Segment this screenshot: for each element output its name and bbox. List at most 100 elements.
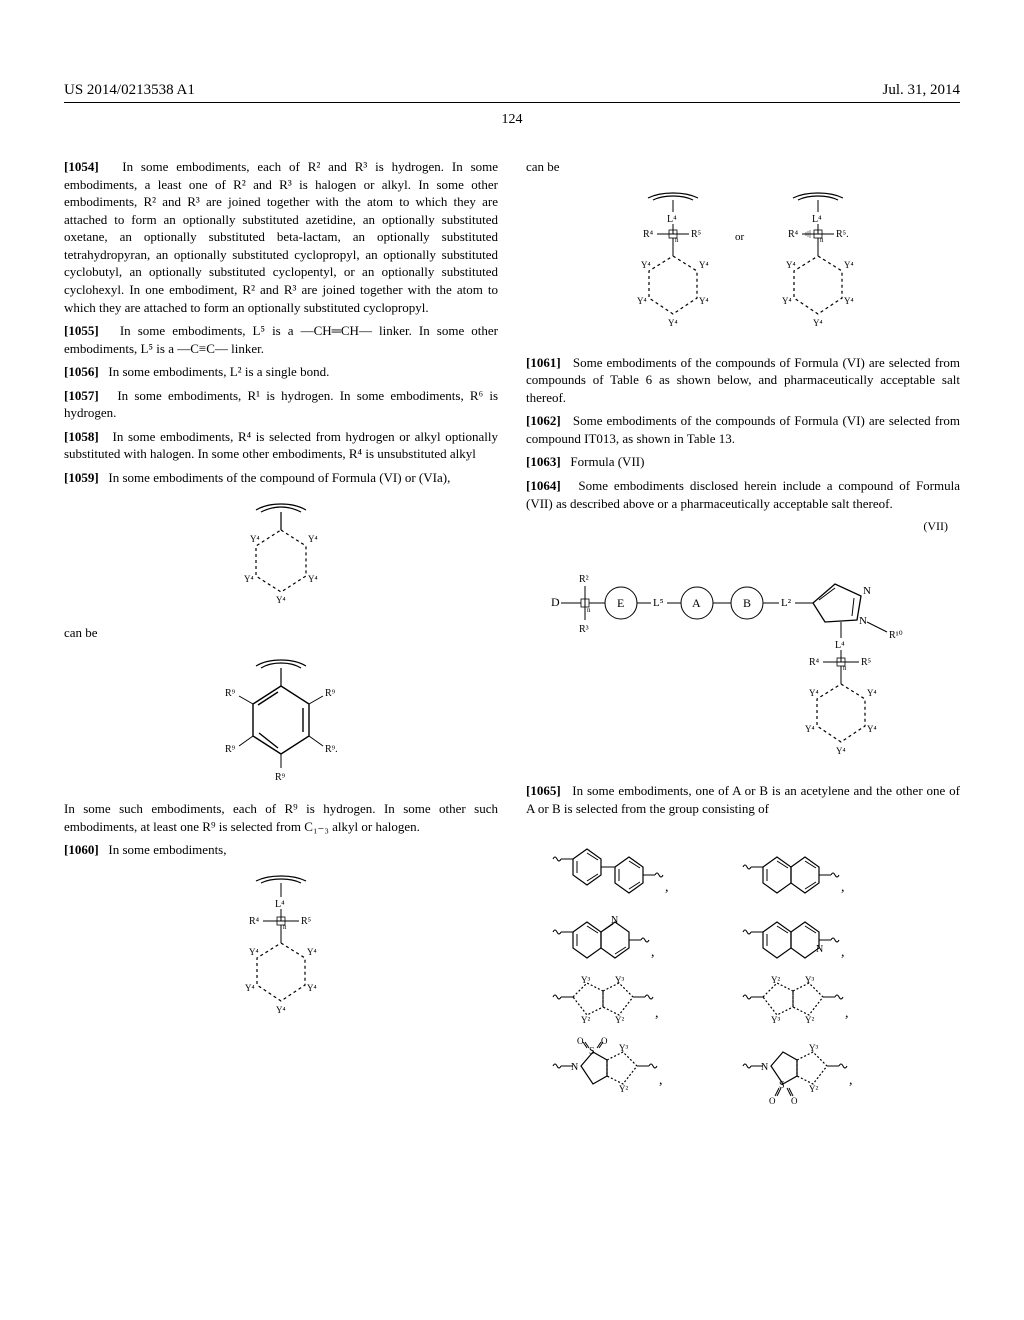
svg-text:Y²: Y² <box>615 1015 624 1025</box>
para-1061: [1061] Some embodiments of the compounds… <box>526 354 960 407</box>
svg-text:Y³: Y³ <box>805 975 814 985</box>
svg-text:Y²: Y² <box>809 1084 818 1094</box>
svg-text:,: , <box>849 1073 853 1088</box>
para-num: [1054] <box>64 159 99 174</box>
svg-text:Y⁴: Y⁴ <box>836 746 846 756</box>
page-number: 124 <box>64 111 960 130</box>
para-text: In some embodiments, <box>108 842 226 857</box>
svg-text:L⁴: L⁴ <box>812 214 822 225</box>
structure-r9-benzene: R⁹ R⁹ R⁹ R⁹. R⁹ <box>64 656 498 786</box>
para-text: Some embodiments of the compounds of For… <box>526 355 960 405</box>
can-be-text: can be <box>64 624 498 642</box>
para-num: [1061] <box>526 355 561 370</box>
svg-text:Y⁴: Y⁴ <box>782 296 792 306</box>
para-1054: [1054] In some embodiments, each of R² a… <box>64 158 498 316</box>
svg-text:R⁵: R⁵ <box>861 657 871 668</box>
svg-text:Y⁴: Y⁴ <box>249 947 259 957</box>
svg-text:,: , <box>659 1073 663 1088</box>
svg-text:O: O <box>791 1096 798 1106</box>
svg-text:R⁹: R⁹ <box>325 688 336 699</box>
para-num: [1062] <box>526 413 561 428</box>
svg-text:Y²: Y² <box>771 975 780 985</box>
para-1059: [1059] In some embodiments of the compou… <box>64 469 498 487</box>
svg-text:Y⁴: Y⁴ <box>308 574 318 584</box>
para-text: In some embodiments, one of A or B is an… <box>526 783 960 816</box>
svg-text:R⁴: R⁴ <box>809 657 820 668</box>
svg-text:A: A <box>692 596 701 610</box>
svg-text:Y⁴: Y⁴ <box>276 595 286 605</box>
structure-l4-y4: L⁴ n R⁴ R⁵ Y⁴ Y⁴ Y⁴ Y⁴ Y⁴ <box>64 873 498 1023</box>
svg-text:,: , <box>655 1006 659 1021</box>
para-num: [1064] <box>526 478 561 493</box>
svg-text:Y³: Y³ <box>619 1043 628 1053</box>
svg-text:Y³: Y³ <box>809 1043 818 1053</box>
pub-number: US 2014/0213538 A1 <box>64 80 195 100</box>
right-column: can be L⁴ n R⁴ R⁵ Y⁴ <box>526 158 960 1125</box>
benzene-icon: R⁹ R⁹ R⁹ R⁹. R⁹ <box>211 656 351 786</box>
svg-text:N: N <box>571 1062 578 1073</box>
svg-text:E: E <box>617 596 624 610</box>
svg-text:Y⁴: Y⁴ <box>307 947 317 957</box>
left-column: [1054] In some embodiments, each of R² a… <box>64 158 498 1125</box>
svg-text:L⁴: L⁴ <box>275 899 285 910</box>
para-1060: [1060] In some embodiments, <box>64 841 498 859</box>
svg-text:Y⁴: Y⁴ <box>276 1005 286 1015</box>
svg-text:Y⁴: Y⁴ <box>637 296 647 306</box>
svg-text:D: D <box>551 595 560 609</box>
para-1062: [1062] Some embodiments of the compounds… <box>526 412 960 447</box>
svg-text:O: O <box>601 1036 608 1046</box>
page-header: US 2014/0213538 A1 Jul. 31, 2014 <box>64 80 960 103</box>
svg-text:B: B <box>743 596 751 610</box>
svg-text:Y³: Y³ <box>615 975 624 985</box>
svg-text:R⁴: R⁴ <box>643 229 654 240</box>
para-text: Some embodiments of the compounds of For… <box>526 413 960 446</box>
hexagon-icon: Y⁴ Y⁴ Y⁴ Y⁴ Y⁴ <box>226 500 336 610</box>
svg-text:or: or <box>735 231 745 243</box>
svg-text:Y⁴: Y⁴ <box>307 983 317 993</box>
structure-pair-l4: L⁴ n R⁴ R⁵ Y⁴ Y⁴ Y⁴ Y⁴ Y⁴ or <box>526 190 960 340</box>
svg-text:,: , <box>841 945 845 960</box>
formula-vii-structure: D n R² R³ E L⁵ A B L² <box>526 548 960 768</box>
para-text: In some embodiments, L⁵ is a —CH═CH— lin… <box>64 323 498 356</box>
para-text: In some embodiments, R⁴ is selected from… <box>64 429 498 462</box>
svg-text:N: N <box>859 615 867 627</box>
svg-text:Y⁴: Y⁴ <box>786 260 796 270</box>
svg-text:R¹⁰: R¹⁰ <box>889 630 903 641</box>
svg-text:L²: L² <box>781 597 792 609</box>
para-num: [1056] <box>64 364 99 379</box>
svg-text:R⁹: R⁹ <box>225 744 236 755</box>
structure-y4-hex: Y⁴ Y⁴ Y⁴ Y⁴ Y⁴ <box>64 500 498 610</box>
svg-text:Y⁴: Y⁴ <box>244 574 254 584</box>
para-num: [1060] <box>64 842 99 857</box>
svg-text:,: , <box>845 1006 849 1021</box>
para-text: Formula (VII) <box>570 454 644 469</box>
svg-text:N: N <box>761 1062 768 1073</box>
svg-text:Y⁴: Y⁴ <box>699 296 709 306</box>
svg-text:Y⁴: Y⁴ <box>641 260 651 270</box>
svg-text:Y³: Y³ <box>771 1015 780 1025</box>
para-num: [1057] <box>64 388 99 403</box>
formula-vii-icon: D n R² R³ E L⁵ A B L² <box>543 548 943 768</box>
svg-text:Y⁴: Y⁴ <box>867 688 877 698</box>
two-column-layout: [1054] In some embodiments, each of R² a… <box>64 158 960 1125</box>
svg-text:L⁴: L⁴ <box>835 640 845 651</box>
svg-text:Y⁴: Y⁴ <box>668 318 678 328</box>
pub-date: Jul. 31, 2014 <box>882 80 960 100</box>
svg-text:Y²: Y² <box>581 1015 590 1025</box>
svg-text:R²: R² <box>579 574 589 585</box>
svg-text:n: n <box>587 606 591 614</box>
para-num: [1058] <box>64 429 99 444</box>
svg-text:Y⁴: Y⁴ <box>867 724 877 734</box>
svg-text:R⁴: R⁴ <box>249 916 260 927</box>
svg-text:L⁵: L⁵ <box>653 597 664 609</box>
para-text: In some embodiments, each of R² and R³ i… <box>64 159 498 314</box>
para-text: In some embodiments, L² is a single bond… <box>108 364 329 379</box>
svg-text:R⁵.: R⁵. <box>836 229 849 240</box>
para-1064: [1064] Some embodiments disclosed herein… <box>526 477 960 512</box>
svg-text:N: N <box>863 585 871 597</box>
svg-text:S: S <box>589 1046 595 1057</box>
para-text: Some embodiments disclosed herein includ… <box>526 478 960 511</box>
svg-text:R³: R³ <box>579 624 589 635</box>
svg-text:,: , <box>665 880 669 895</box>
para-1058: [1058] In some embodiments, R⁴ is select… <box>64 428 498 463</box>
